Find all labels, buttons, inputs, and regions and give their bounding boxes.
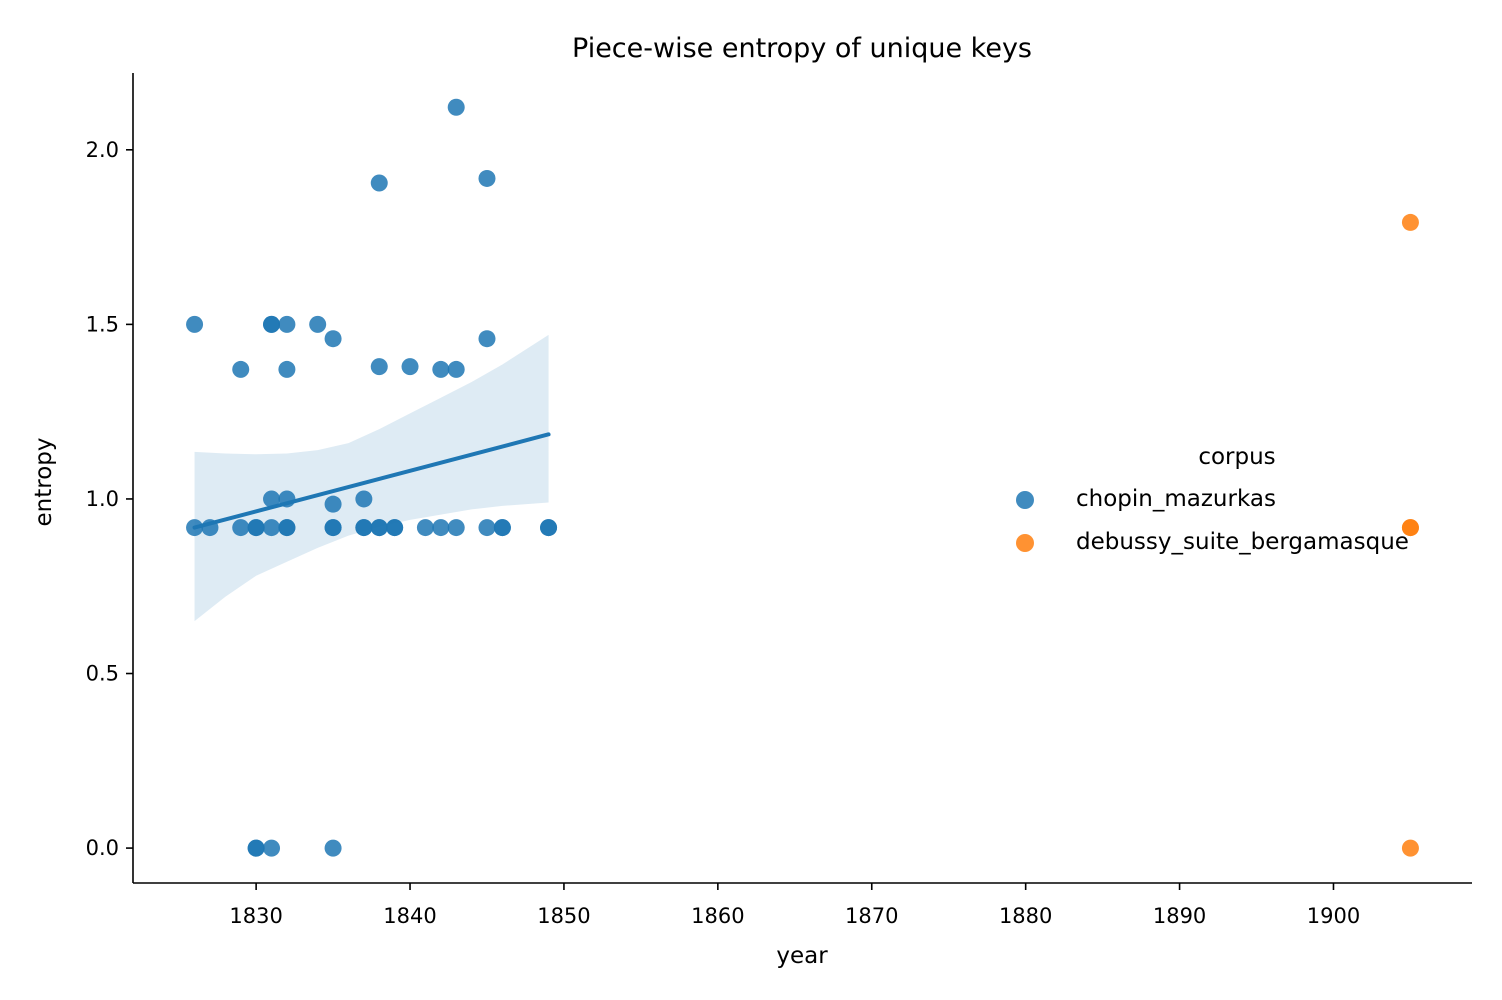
y-tick-label: 0.5 xyxy=(86,662,119,686)
data-point-chopin-mazurkas xyxy=(278,490,296,508)
data-point-chopin-mazurkas xyxy=(416,519,434,537)
y-axis-ticks: 0.0 0.5 1.0 1.5 2.0 xyxy=(86,138,133,860)
data-point-chopin-mazurkas xyxy=(324,495,342,513)
data-point-chopin-mazurkas xyxy=(386,519,404,537)
data-point-chopin-mazurkas xyxy=(355,519,373,537)
data-point-chopin-mazurkas xyxy=(432,360,450,378)
data-point-chopin-mazurkas xyxy=(493,519,511,537)
data-point-chopin-mazurkas xyxy=(232,519,250,537)
regression-line xyxy=(192,432,551,530)
data-point-chopin-mazurkas xyxy=(247,519,265,537)
data-point-debussy-suite-bergamasque xyxy=(1401,213,1419,231)
x-tick-label: 1880 xyxy=(999,904,1052,928)
data-point-chopin-mazurkas xyxy=(247,839,265,857)
legend-marker-debussy-suite-bergamasque xyxy=(1016,534,1034,552)
data-point-chopin-mazurkas xyxy=(478,169,496,187)
x-tick-label: 1830 xyxy=(229,904,282,928)
legend: corpus chopin_mazurkas debussy_suite_ber… xyxy=(1016,444,1409,555)
data-point-chopin-mazurkas xyxy=(324,330,342,348)
confidence-band xyxy=(194,334,549,622)
data-point-chopin-mazurkas xyxy=(432,519,450,537)
data-point-chopin-mazurkas xyxy=(324,839,342,857)
data-point-chopin-mazurkas xyxy=(324,519,342,537)
data-point-chopin-mazurkas xyxy=(232,360,250,378)
x-tick-label: 1900 xyxy=(1307,904,1360,928)
y-tick-label: 0.0 xyxy=(86,836,119,860)
x-tick-label: 1840 xyxy=(383,904,436,928)
data-point-chopin-mazurkas xyxy=(370,174,388,192)
x-tick-label: 1890 xyxy=(1153,904,1206,928)
y-tick-label: 1.5 xyxy=(86,312,119,336)
data-point-chopin-mazurkas xyxy=(278,360,296,378)
x-tick-label: 1850 xyxy=(537,904,590,928)
data-point-chopin-mazurkas xyxy=(478,330,496,348)
y-tick-label: 2.0 xyxy=(86,138,119,162)
x-axis-label: year xyxy=(776,943,828,969)
data-point-chopin-mazurkas xyxy=(447,519,465,537)
regression-line-layer xyxy=(192,432,551,530)
data-point-chopin-mazurkas xyxy=(401,358,419,376)
data-point-chopin-mazurkas xyxy=(309,315,327,333)
data-point-chopin-mazurkas xyxy=(186,519,204,537)
data-point-chopin-mazurkas xyxy=(263,315,281,333)
data-point-chopin-mazurkas xyxy=(263,839,281,857)
data-point-debussy-suite-bergamasque xyxy=(1401,519,1419,537)
legend-label-debussy-suite-bergamasque: debussy_suite_bergamasque xyxy=(1076,529,1409,555)
legend-label-chopin-mazurkas: chopin_mazurkas xyxy=(1076,486,1276,512)
data-point-chopin-mazurkas xyxy=(278,315,296,333)
data-point-chopin-mazurkas xyxy=(355,490,373,508)
legend-marker-chopin-mazurkas xyxy=(1016,491,1034,509)
data-point-chopin-mazurkas xyxy=(540,519,558,537)
data-points-layer xyxy=(186,98,1419,857)
data-point-chopin-mazurkas xyxy=(370,358,388,376)
data-point-debussy-suite-bergamasque xyxy=(1401,839,1419,857)
x-axis-ticks: 1830 1840 1850 1860 1870 1880 1890 1900 xyxy=(229,883,1360,928)
data-point-chopin-mazurkas xyxy=(447,360,465,378)
data-point-chopin-mazurkas xyxy=(201,519,219,537)
legend-title: corpus xyxy=(1198,444,1275,470)
y-axis-label: entropy xyxy=(31,438,57,527)
data-point-chopin-mazurkas xyxy=(186,315,204,333)
chart-title: Piece-wise entropy of unique keys xyxy=(572,33,1032,64)
data-point-chopin-mazurkas xyxy=(447,98,465,116)
x-tick-label: 1870 xyxy=(845,904,898,928)
data-point-chopin-mazurkas xyxy=(278,519,296,537)
x-tick-label: 1860 xyxy=(691,904,744,928)
data-point-chopin-mazurkas xyxy=(263,519,281,537)
data-point-chopin-mazurkas xyxy=(370,519,388,537)
data-point-chopin-mazurkas xyxy=(263,490,281,508)
data-point-chopin-mazurkas xyxy=(478,519,496,537)
y-tick-label: 1.0 xyxy=(86,487,119,511)
confidence-band-layer xyxy=(194,334,549,622)
